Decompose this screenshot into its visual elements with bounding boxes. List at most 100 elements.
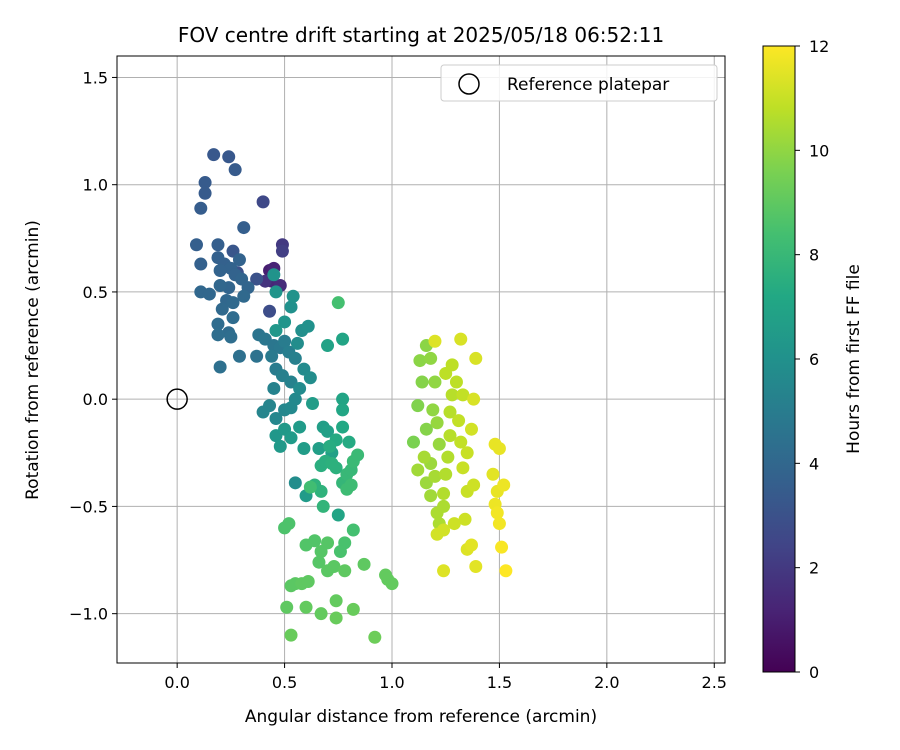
data-point — [428, 375, 442, 389]
data-point — [437, 564, 451, 578]
data-point — [211, 317, 225, 331]
x-tick-label: 2.5 — [702, 673, 727, 692]
data-point — [443, 405, 457, 419]
legend-entry: Reference platepar — [507, 75, 669, 95]
x-tick-label: 0.0 — [164, 673, 189, 692]
axis-ticks: 0.0 0.5 1.0 1.5 2.0 2.5 −1.0 −0.5 0.0 0.5 1.0 1.5 — [69, 68, 727, 692]
legend: Reference platepar — [440, 64, 718, 102]
data-point — [306, 396, 320, 410]
data-point — [336, 403, 350, 417]
data-point — [284, 628, 298, 642]
data-point — [456, 388, 470, 402]
data-point — [269, 285, 283, 299]
data-point — [458, 512, 472, 526]
data-point — [452, 414, 466, 428]
data-point — [237, 221, 251, 235]
reference-layer — [166, 388, 188, 410]
data-point — [290, 336, 304, 350]
data-point — [213, 263, 227, 277]
data-point — [293, 381, 307, 395]
data-point — [445, 358, 459, 372]
y-tick-label: 0.5 — [83, 283, 108, 302]
data-point — [288, 351, 302, 365]
data-point — [417, 450, 431, 464]
data-point — [454, 332, 468, 346]
plot-frame — [116, 55, 726, 664]
data-point — [351, 448, 365, 462]
data-point — [499, 564, 513, 578]
data-point — [278, 334, 292, 348]
data-point — [492, 517, 506, 531]
data-point — [213, 360, 227, 374]
data-point — [312, 555, 326, 569]
data-point — [464, 538, 478, 552]
data-point — [288, 392, 302, 406]
data-point — [293, 420, 307, 434]
data-point — [198, 186, 212, 200]
data-point — [269, 411, 283, 425]
data-point — [344, 478, 358, 492]
data-point — [368, 630, 382, 644]
chart-title: FOV centre drift starting at 2025/05/18 … — [178, 23, 664, 47]
data-point — [346, 602, 360, 616]
y-tick-label: 0.0 — [83, 390, 108, 409]
colorbar-gradient — [762, 45, 796, 673]
data-point — [464, 422, 478, 436]
data-point — [415, 375, 429, 389]
reference-point-marker — [166, 388, 188, 410]
data-point — [424, 351, 438, 365]
data-point — [297, 442, 311, 456]
data-point — [432, 437, 446, 451]
y-tick-label: −0.5 — [69, 497, 108, 516]
data-point — [486, 467, 500, 481]
data-point — [333, 544, 347, 558]
data-point — [490, 506, 504, 520]
data-point — [424, 489, 438, 503]
data-point — [299, 600, 313, 614]
data-point — [232, 349, 246, 363]
x-tick-label: 1.5 — [487, 673, 512, 692]
data-point — [454, 435, 468, 449]
x-tick-label: 0.5 — [272, 673, 297, 692]
data-point — [303, 371, 317, 385]
data-point — [226, 296, 240, 310]
data-point — [419, 422, 433, 436]
data-point — [189, 238, 203, 252]
data-point — [275, 244, 289, 258]
colorbar-label: Hours from first FF file — [844, 264, 864, 454]
data-point — [267, 381, 281, 395]
data-point — [492, 442, 506, 456]
data-point — [321, 339, 335, 353]
data-point — [226, 311, 240, 325]
data-point — [385, 577, 399, 591]
data-point — [441, 450, 455, 464]
data-point — [327, 559, 341, 573]
data-point — [437, 499, 451, 513]
data-point — [439, 467, 453, 481]
data-point — [286, 289, 300, 303]
data-point — [469, 559, 483, 573]
data-point — [314, 607, 328, 621]
data-point — [430, 416, 444, 430]
data-point — [426, 403, 440, 417]
data-point — [467, 478, 481, 492]
data-point — [443, 429, 457, 443]
data-point — [263, 304, 277, 318]
x-axis-label: Angular distance from reference (arcmin) — [245, 707, 597, 727]
colorbar-tick-label: 6 — [809, 350, 819, 369]
data-point — [312, 442, 326, 456]
data-point — [331, 508, 345, 522]
data-point — [280, 600, 294, 614]
legend-box — [440, 64, 718, 102]
data-point — [256, 405, 270, 419]
data-point — [411, 463, 425, 477]
data-point — [284, 431, 298, 445]
data-point — [329, 594, 343, 608]
data-point — [495, 540, 509, 554]
data-point — [406, 435, 420, 449]
colorbar-tick-label: 12 — [809, 37, 829, 56]
data-point — [329, 461, 343, 475]
data-point — [447, 517, 461, 531]
data-point — [321, 536, 335, 550]
